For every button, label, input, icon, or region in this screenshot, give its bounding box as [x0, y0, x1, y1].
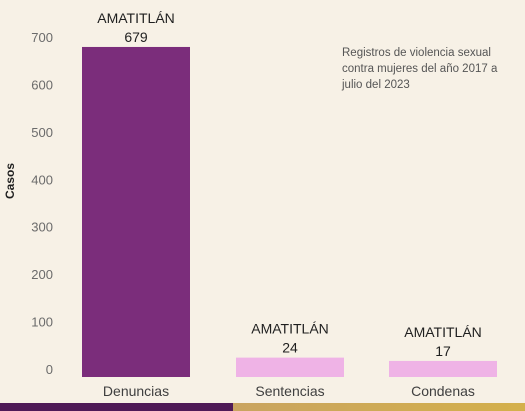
y-axis-title: Casos: [3, 163, 17, 199]
y-tick-label: 300: [31, 220, 53, 235]
y-tick-label: 700: [31, 30, 53, 45]
bar-denuncias[interactable]: [82, 46, 190, 378]
footer-color-bar: [0, 403, 525, 411]
bar-value-label: 679: [124, 29, 148, 45]
footer-bar-right: [233, 403, 525, 411]
bar-condenas[interactable]: [389, 360, 497, 377]
bar-sentencias[interactable]: [236, 357, 344, 377]
y-tick-label: 0: [46, 362, 53, 377]
y-tick-label: 200: [31, 267, 53, 282]
x-category-label: Sentencias: [255, 383, 324, 399]
x-category-label: Condenas: [411, 383, 475, 399]
y-tick-label: 600: [31, 77, 53, 92]
y-tick-label: 400: [31, 172, 53, 187]
bar-group-label: AMATITLÁN: [251, 321, 329, 337]
chart-annotation: Registros de violencia sexual contra muj…: [342, 47, 498, 91]
footer-bar-left: [0, 403, 233, 411]
y-tick-label: 100: [31, 315, 53, 330]
bar-group-label: AMATITLÁN: [97, 10, 175, 26]
y-tick-label: 500: [31, 125, 53, 140]
x-category-label: Denuncias: [103, 383, 169, 399]
bar-group-label: AMATITLÁN: [404, 324, 482, 340]
bar-value-label: 24: [282, 340, 298, 356]
bar-value-label: 17: [435, 343, 451, 359]
